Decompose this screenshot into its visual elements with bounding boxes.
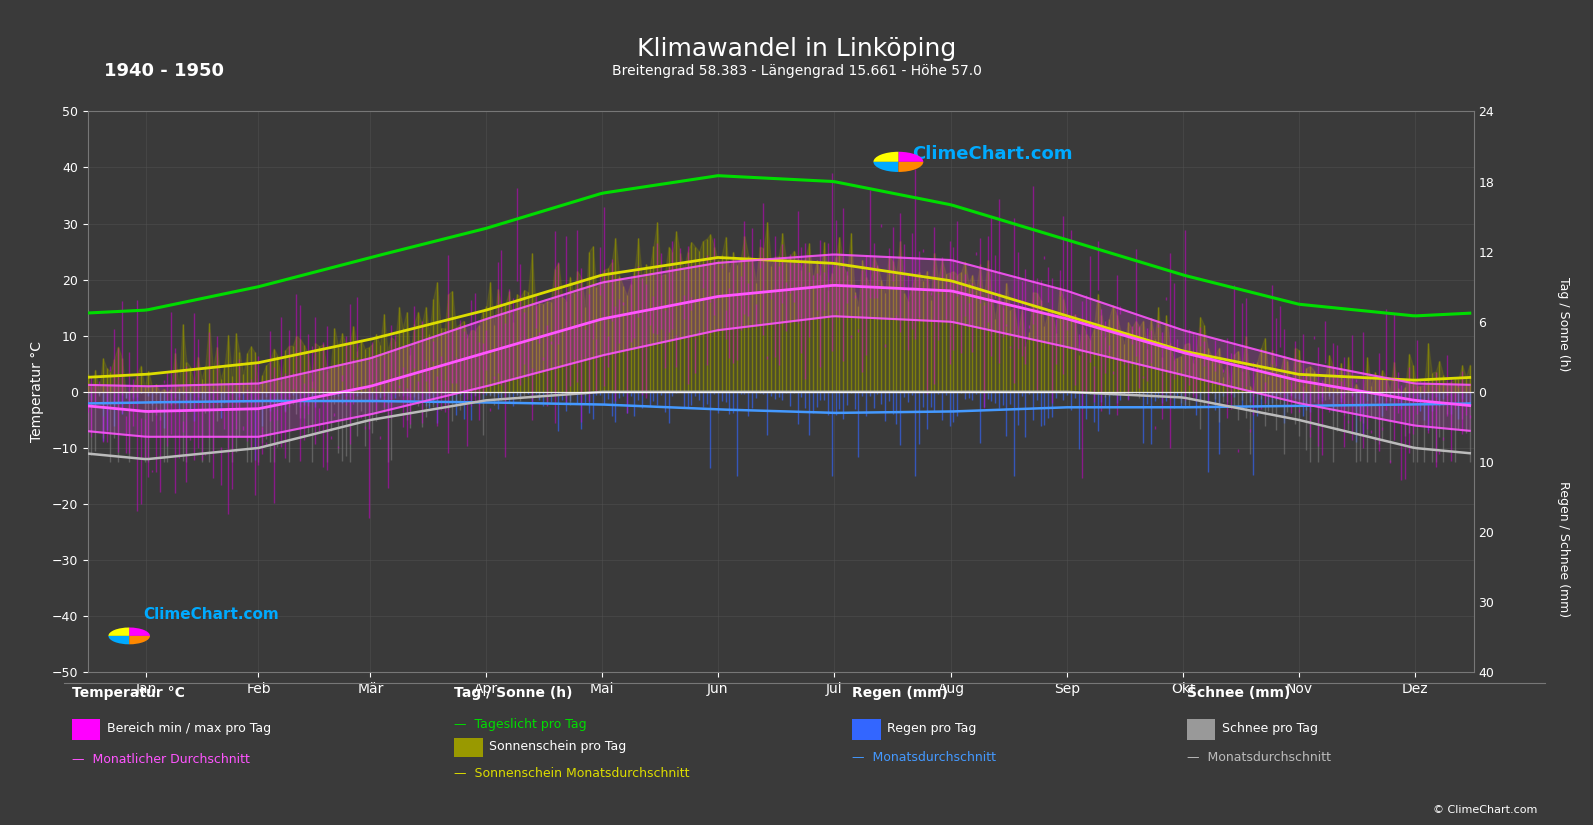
- Text: Regen (mm): Regen (mm): [852, 686, 948, 700]
- Text: Sonnenschein pro Tag: Sonnenschein pro Tag: [489, 740, 626, 753]
- Text: ClimeChart.com: ClimeChart.com: [143, 607, 279, 622]
- Text: —  Monatlicher Durchschnitt: — Monatlicher Durchschnitt: [72, 753, 250, 766]
- Text: Schnee pro Tag: Schnee pro Tag: [1222, 722, 1317, 735]
- Text: © ClimeChart.com: © ClimeChart.com: [1432, 804, 1537, 814]
- Wedge shape: [898, 152, 924, 162]
- Wedge shape: [108, 628, 129, 636]
- Wedge shape: [108, 636, 129, 644]
- Text: Tag / Sonne (h): Tag / Sonne (h): [454, 686, 572, 700]
- Wedge shape: [898, 162, 924, 172]
- Text: Regen pro Tag: Regen pro Tag: [887, 722, 977, 735]
- Text: Regen / Schnee (mm): Regen / Schnee (mm): [1556, 481, 1571, 617]
- Text: Schnee (mm): Schnee (mm): [1187, 686, 1290, 700]
- Wedge shape: [873, 162, 898, 172]
- Text: Klimawandel in Linköping: Klimawandel in Linköping: [637, 37, 956, 61]
- Text: —  Sonnenschein Monatsdurchschnitt: — Sonnenschein Monatsdurchschnitt: [454, 767, 690, 780]
- Text: Tag / Sonne (h): Tag / Sonne (h): [1556, 277, 1571, 372]
- Y-axis label: Temperatur °C: Temperatur °C: [30, 342, 45, 442]
- Wedge shape: [129, 636, 150, 644]
- Text: Bereich min / max pro Tag: Bereich min / max pro Tag: [107, 722, 271, 735]
- Text: Breitengrad 58.383 - Längengrad 15.661 - Höhe 57.0: Breitengrad 58.383 - Längengrad 15.661 -…: [612, 64, 981, 78]
- Text: —  Tageslicht pro Tag: — Tageslicht pro Tag: [454, 719, 586, 732]
- Text: 1940 - 1950: 1940 - 1950: [104, 62, 223, 80]
- Text: Temperatur °C: Temperatur °C: [72, 686, 185, 700]
- Text: —  Monatsdurchschnitt: — Monatsdurchschnitt: [852, 752, 996, 765]
- Text: —  Monatsdurchschnitt: — Monatsdurchschnitt: [1187, 752, 1330, 765]
- Wedge shape: [873, 152, 898, 162]
- Wedge shape: [129, 628, 150, 636]
- Text: ClimeChart.com: ClimeChart.com: [913, 145, 1072, 163]
